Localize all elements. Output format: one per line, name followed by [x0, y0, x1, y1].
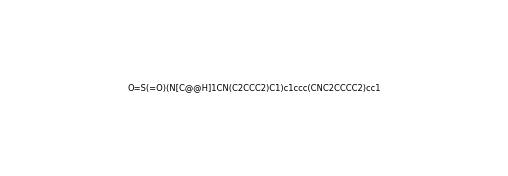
Text: O=S(=O)(N[C@@H]1CN(C2CCC2)C1)c1ccc(CNC2CCCC2)cc1: O=S(=O)(N[C@@H]1CN(C2CCC2)C1)c1ccc(CNC2C… [127, 83, 381, 93]
